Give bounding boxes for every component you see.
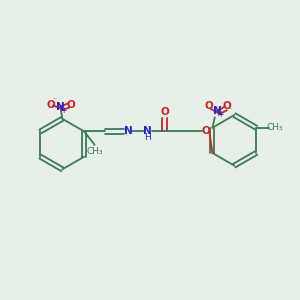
Text: O: O xyxy=(201,126,210,136)
Text: CH₃: CH₃ xyxy=(266,123,283,132)
Text: O: O xyxy=(160,106,169,116)
Text: N: N xyxy=(213,106,222,116)
Text: H: H xyxy=(144,134,151,142)
Text: O: O xyxy=(205,101,213,111)
Text: O: O xyxy=(46,100,56,110)
Text: N: N xyxy=(124,126,133,136)
Text: O: O xyxy=(222,101,231,111)
Text: ⁻: ⁻ xyxy=(52,95,56,104)
Text: +: + xyxy=(218,110,224,119)
Text: +: + xyxy=(61,106,67,115)
Text: ⁻: ⁻ xyxy=(228,105,232,114)
Text: N: N xyxy=(56,103,65,112)
Text: N: N xyxy=(143,126,152,136)
Text: O: O xyxy=(66,100,75,110)
Text: CH₃: CH₃ xyxy=(86,147,103,156)
